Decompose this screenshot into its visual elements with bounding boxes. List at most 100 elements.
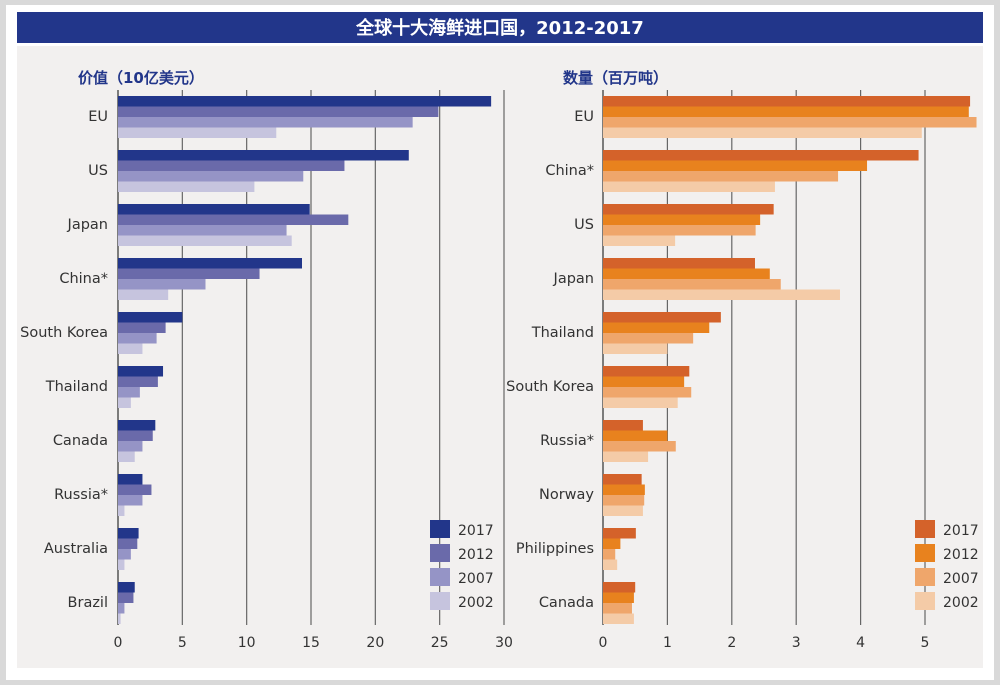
bar [603,366,690,377]
bar [603,289,840,300]
legend-swatch [915,568,935,586]
bar [118,495,143,506]
bar [603,204,774,215]
bar [118,181,255,192]
bar [603,603,632,614]
value-chart: 0 5 10 15 20 25 30 EU US Japan China* South Korea Th… [20,90,513,651]
bar [603,214,761,225]
bar [603,441,676,452]
bar [603,549,616,560]
bar [603,538,621,549]
bar [118,127,277,138]
bar [118,528,139,539]
category-label: Russia* [540,433,594,449]
bar [603,225,756,236]
bar [118,387,140,398]
category-label: Brazil [68,595,108,611]
bar [118,603,125,614]
bar [118,343,143,354]
bar [603,333,694,344]
bar [603,96,971,107]
bar [118,106,439,117]
bar [118,559,125,570]
category-label: South Korea [20,325,108,341]
legend-label: 2002 [458,595,494,611]
legend-swatch [430,520,450,538]
bar [118,538,138,549]
bar [603,279,781,290]
bar [118,171,304,182]
x-tick-label: 0 [114,635,123,651]
legend-swatch [430,544,450,562]
legend-swatch [915,592,935,610]
x-tick-label: 3 [792,635,801,651]
bar [603,376,685,387]
bar [118,235,292,246]
bar [118,592,134,603]
bar [118,549,131,560]
bar [118,376,158,387]
bar [603,258,755,269]
legend-swatch [915,544,935,562]
x-tick-label: 25 [431,635,449,651]
bar [118,441,143,452]
bar [118,258,302,269]
bar [118,420,156,431]
x-tick-label: 2 [727,635,736,651]
bar [118,474,143,485]
category-label: Australia [44,541,108,557]
legend-label: 2017 [943,523,979,539]
category-label: Thailand [45,379,108,395]
legend-label: 2002 [943,595,979,611]
x-tick-label: 5 [178,635,187,651]
bar [603,387,692,398]
category-label: Russia* [54,487,108,503]
bar [118,96,492,107]
legend-label: 2012 [943,547,979,563]
x-tick-label: 0 [599,635,608,651]
bar [118,322,166,333]
bar [118,505,125,516]
bar [603,106,969,117]
bar [118,582,135,593]
category-label: South Korea [506,379,594,395]
bar [603,451,649,462]
category-label: Japan [67,217,108,233]
legend-label: 2007 [943,571,979,587]
category-label: EU [574,109,594,125]
x-tick-label: 30 [495,635,513,651]
category-label: EU [88,109,108,125]
bar [118,150,409,161]
bar [118,214,349,225]
bar [603,528,636,539]
plot-background [17,46,983,668]
bar [603,613,634,624]
x-tick-label: 1 [663,635,672,651]
legend-swatch [915,520,935,538]
legend-label: 2012 [458,547,494,563]
bar [118,333,157,344]
bar [118,225,287,236]
bar [603,117,977,128]
bar [118,397,131,408]
bar [603,181,775,192]
bar [118,289,169,300]
bar [118,430,153,441]
category-label: Thailand [531,325,594,341]
legend-label: 2017 [458,523,494,539]
left-chart-title: 价值（10亿美元） [78,69,204,87]
bar [603,559,618,570]
bar [603,235,676,246]
bar [603,268,770,279]
bar [603,322,710,333]
bar [118,484,152,495]
x-tick-label: 5 [921,635,930,651]
bar [118,268,260,279]
title-bar [17,12,983,43]
legend-swatch [430,568,450,586]
bar [603,127,922,138]
bar [118,366,164,377]
bar [603,505,643,516]
category-label: Philippines [516,541,594,557]
